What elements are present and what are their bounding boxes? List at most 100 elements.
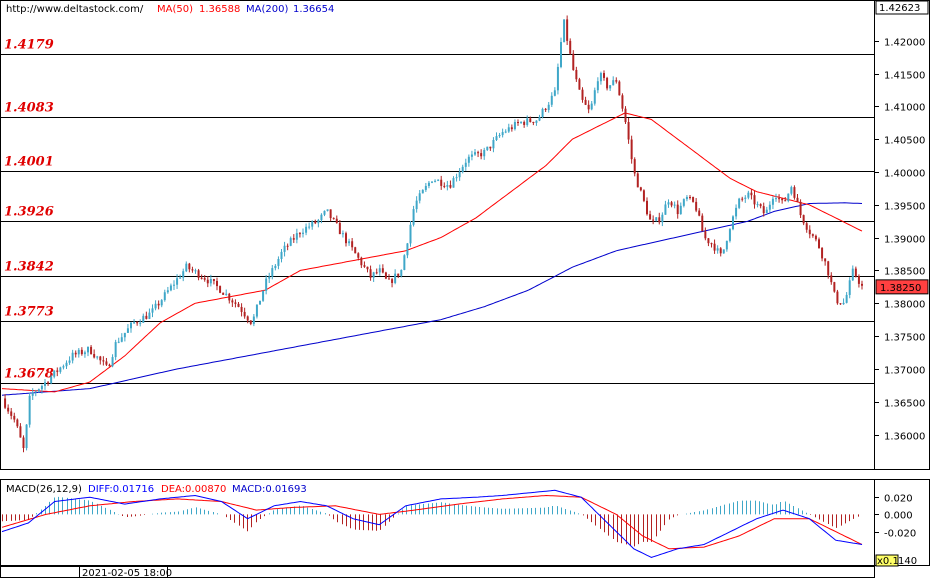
bear-candle [824, 258, 827, 262]
candles [4, 15, 863, 453]
bull-candle [185, 263, 188, 272]
bull-candle [280, 251, 283, 260]
bear-candle [532, 121, 535, 123]
bull-candle [305, 226, 308, 233]
bear-candle [237, 303, 240, 307]
bear-candle [799, 201, 802, 216]
bear-candle [630, 139, 633, 160]
bear-candle [704, 231, 707, 239]
bear-candle [157, 303, 160, 306]
bear-candle [369, 269, 372, 278]
source-url[interactable]: http://www.deltastock.com/ [6, 4, 144, 15]
bear-candle [314, 221, 317, 224]
bear-candle [784, 200, 787, 202]
bull-candle [775, 198, 777, 200]
bear-candle [517, 122, 519, 124]
bull-candle [553, 90, 556, 96]
bull-candle [71, 352, 74, 361]
bull-candle [295, 233, 298, 240]
bull-candle [661, 214, 664, 223]
bull-candle [117, 341, 120, 343]
bear-candle [710, 243, 713, 245]
price-tick-label: 1.37500 [884, 333, 925, 344]
bull-candle [179, 277, 182, 279]
bull-candle [744, 197, 747, 199]
bull-candle [421, 189, 424, 194]
bear-candle [569, 40, 572, 54]
bull-candle [498, 135, 501, 137]
bull-candle [667, 202, 670, 205]
bull-candle [139, 322, 142, 324]
price-tick-label: 1.41000 [884, 103, 925, 114]
macd-panel [1, 489, 863, 558]
scale-badge [875, 554, 899, 567]
current-price-badge-label: 1.38250 [880, 283, 921, 294]
bull-candle [209, 278, 212, 284]
ma200-label: MA(200) [246, 4, 288, 15]
bull-candle [507, 127, 510, 132]
bear-candle [200, 277, 203, 279]
bull-candle [673, 204, 676, 206]
bear-candle [581, 89, 584, 100]
bear-candle [741, 198, 744, 200]
level-label: 1.3842 [4, 260, 54, 275]
bull-candle [467, 156, 470, 163]
bear-candle [13, 415, 16, 420]
bear-candle [360, 257, 363, 266]
bull-candle [501, 132, 504, 136]
bull-candle [59, 367, 62, 372]
bull-candle [550, 95, 553, 105]
bear-candle [286, 245, 289, 247]
bull-candle [526, 118, 529, 125]
bull-candle [563, 19, 566, 43]
bull-candle [225, 293, 228, 295]
macd-diff-line [1, 489, 863, 558]
bull-candle [289, 238, 292, 246]
price-tick-label: 1.41500 [884, 71, 925, 82]
bear-candle [56, 370, 59, 372]
bull-candle [538, 116, 541, 121]
bear-candle [216, 280, 218, 287]
bear-candle [243, 311, 246, 317]
bull-candle [655, 217, 658, 221]
bear-candle [652, 219, 655, 221]
price-tick-label: 1.37000 [884, 366, 925, 377]
bear-candle [222, 292, 225, 295]
bull-candle [486, 146, 489, 150]
bull-candle [427, 182, 430, 186]
bull-candle [372, 272, 375, 278]
bear-candle [811, 234, 814, 236]
bull-candle [722, 249, 725, 254]
bull-candle [341, 233, 344, 235]
bear-candle [206, 279, 209, 284]
bear-candle [857, 276, 860, 284]
bull-candle [50, 376, 53, 384]
bull-candle [461, 166, 464, 172]
bull-candle [348, 241, 351, 244]
scale-badge-label: x0.1 [877, 556, 899, 567]
price-tick-label: 1.36000 [884, 432, 925, 443]
macd-axis: 0.020 0.000 -0.020 x0.1 140 [874, 494, 917, 567]
bear-candle [830, 275, 833, 283]
bull-candle [851, 268, 854, 281]
bull-candle [732, 216, 734, 230]
bear-candle [636, 173, 639, 188]
bull-candle [255, 304, 258, 317]
bull-candle [787, 193, 790, 201]
bear-candle [658, 217, 661, 223]
bear-candle [701, 215, 704, 232]
bull-candle [728, 229, 731, 241]
bear-candle [90, 346, 93, 355]
bull-candle [151, 308, 154, 313]
bull-candle [492, 139, 495, 149]
bear-candle [698, 210, 701, 216]
bear-candle [108, 364, 111, 367]
bear-candle [99, 356, 102, 361]
bear-candle [234, 302, 237, 304]
macd-panel-frame [0, 479, 875, 566]
bear-candle [449, 185, 452, 188]
bull-candle [252, 316, 255, 324]
ma50-value: 1.36588 [199, 4, 240, 15]
